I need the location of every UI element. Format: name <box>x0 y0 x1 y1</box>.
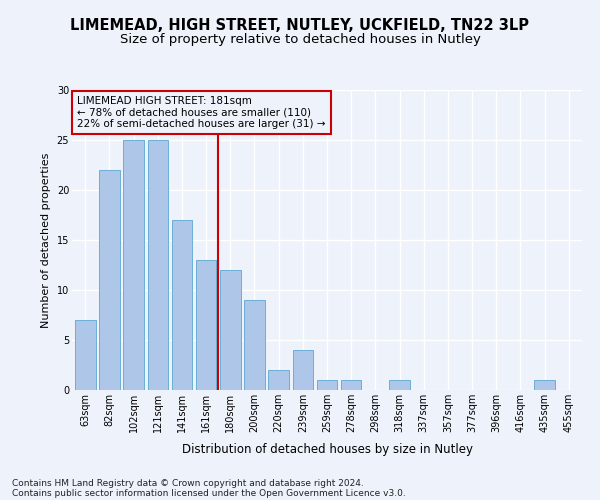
Bar <box>244 300 265 390</box>
Text: LIMEMEAD, HIGH STREET, NUTLEY, UCKFIELD, TN22 3LP: LIMEMEAD, HIGH STREET, NUTLEY, UCKFIELD,… <box>71 18 530 32</box>
Bar <box>341 380 361 390</box>
Bar <box>75 320 95 390</box>
Text: Size of property relative to detached houses in Nutley: Size of property relative to detached ho… <box>119 32 481 46</box>
Bar <box>99 170 120 390</box>
Text: Contains HM Land Registry data © Crown copyright and database right 2024.: Contains HM Land Registry data © Crown c… <box>12 478 364 488</box>
Y-axis label: Number of detached properties: Number of detached properties <box>41 152 51 328</box>
Bar <box>389 380 410 390</box>
X-axis label: Distribution of detached houses by size in Nutley: Distribution of detached houses by size … <box>182 444 473 456</box>
Bar <box>172 220 192 390</box>
Bar <box>268 370 289 390</box>
Text: Contains public sector information licensed under the Open Government Licence v3: Contains public sector information licen… <box>12 488 406 498</box>
Bar <box>293 350 313 390</box>
Bar <box>148 140 168 390</box>
Bar <box>196 260 217 390</box>
Bar <box>220 270 241 390</box>
Bar <box>317 380 337 390</box>
Text: LIMEMEAD HIGH STREET: 181sqm
← 78% of detached houses are smaller (110)
22% of s: LIMEMEAD HIGH STREET: 181sqm ← 78% of de… <box>77 96 326 129</box>
Bar <box>534 380 555 390</box>
Bar <box>124 140 144 390</box>
